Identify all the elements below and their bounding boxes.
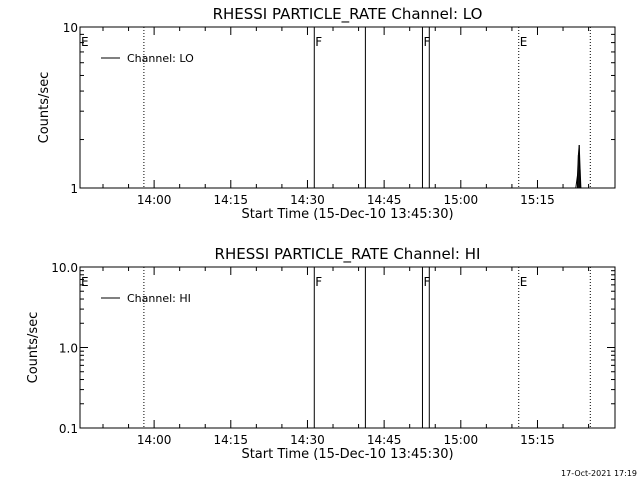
event-flag-label: F bbox=[423, 35, 430, 49]
x-tick-label: 15:00 bbox=[444, 193, 479, 207]
x-tick-label: 14:00 bbox=[137, 433, 172, 447]
x-tick-label: 14:00 bbox=[137, 193, 172, 207]
x-tick-label: 15:15 bbox=[520, 193, 555, 207]
event-flag-label: F bbox=[315, 275, 322, 289]
event-flag-label: E bbox=[81, 35, 89, 49]
y-tick-label: 1 bbox=[70, 182, 78, 196]
legend-entry: Channel: HI bbox=[127, 292, 191, 305]
event-flag-label: E bbox=[520, 35, 528, 49]
legend-entry: Channel: LO bbox=[127, 52, 194, 65]
event-flag-label: E bbox=[520, 275, 528, 289]
event-flag-label: F bbox=[315, 35, 322, 49]
x-tick-label: 14:45 bbox=[367, 193, 402, 207]
x-tick-label: 14:15 bbox=[213, 193, 248, 207]
x-tick-label: 15:15 bbox=[520, 433, 555, 447]
x-tick-label: 15:00 bbox=[444, 433, 479, 447]
x-axis-label: Start Time (15-Dec-10 13:45:30) bbox=[241, 207, 453, 222]
event-flag-label: F bbox=[423, 275, 430, 289]
x-tick-label: 14:45 bbox=[367, 433, 402, 447]
y-tick-label: 0.1 bbox=[59, 422, 78, 436]
panel-lo-channel: RHESSI PARTICLE_RATE Channel: LO 14:00 14:… bbox=[37, 5, 616, 222]
chart-title: RHESSI PARTICLE_RATE Channel: LO bbox=[213, 5, 483, 24]
chart-title: RHESSI PARTICLE_RATE Channel: HI bbox=[215, 245, 481, 264]
y-tick-label: 10.0 bbox=[51, 261, 78, 275]
x-axis-label: Start Time (15-Dec-10 13:45:30) bbox=[241, 447, 453, 462]
x-tick-label: 14:30 bbox=[290, 193, 325, 207]
panel-hi-channel: RHESSI PARTICLE_RATE Channel: HI 14:00 14:… bbox=[26, 245, 616, 462]
x-tick-label: 14:30 bbox=[290, 433, 325, 447]
y-tick-label: 10 bbox=[63, 21, 78, 35]
y-axis-label: Counts/sec bbox=[37, 72, 52, 144]
plot-frame bbox=[79, 26, 616, 189]
y-axis-label: Counts/sec bbox=[26, 312, 41, 384]
event-flag-label: E bbox=[81, 275, 89, 289]
y-tick-label: 1.0 bbox=[59, 342, 78, 356]
x-tick-label: 14:15 bbox=[213, 433, 248, 447]
generation-timestamp: 17-Oct-2021 17:19 bbox=[561, 469, 637, 478]
